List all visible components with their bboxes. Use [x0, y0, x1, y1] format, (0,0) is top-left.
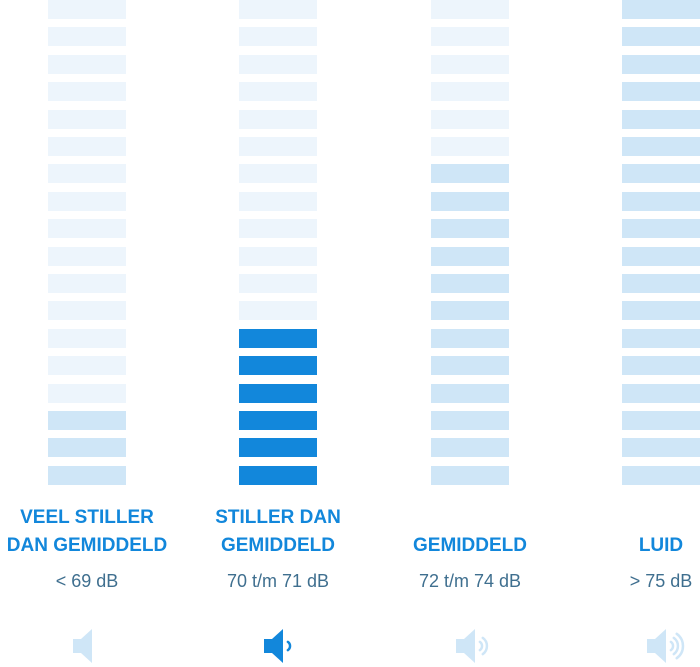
level-segment	[239, 54, 317, 74]
level-segment	[239, 274, 317, 293]
level-segment	[239, 438, 317, 458]
level-segment	[431, 246, 509, 266]
level-segment	[622, 0, 700, 19]
level-segment	[48, 137, 126, 156]
level-segment	[48, 301, 126, 321]
level-segment	[622, 246, 700, 266]
column-stiller: STILLER DAN GEMIDDELD 70 t/m 71 dB	[188, 0, 368, 665]
level-segment	[48, 0, 126, 19]
level-segment	[239, 191, 317, 211]
level-segment	[622, 54, 700, 74]
column-label: STILLER DAN GEMIDDELD	[215, 507, 341, 556]
speaker-low-icon	[264, 627, 308, 667]
level-segment	[622, 411, 700, 430]
level-segment	[431, 54, 509, 74]
level-segment	[239, 219, 317, 239]
level-segment	[239, 137, 317, 156]
level-segment	[622, 82, 700, 102]
level-segment	[48, 465, 126, 485]
column-luid: LUID > 75 dB	[571, 0, 700, 665]
level-segment	[239, 246, 317, 266]
column-label: LUID	[638, 535, 684, 556]
level-segment	[431, 274, 509, 293]
level-segment	[431, 0, 509, 19]
level-segment	[431, 438, 509, 458]
level-segment	[431, 191, 509, 211]
level-segment	[239, 164, 317, 184]
level-segment	[48, 383, 126, 403]
level-segment	[239, 328, 317, 348]
column-label: GEMIDDELD	[413, 535, 527, 556]
level-segment	[431, 82, 509, 102]
level-segment	[622, 191, 700, 211]
level-segment	[431, 383, 509, 403]
db-range: > 75 dB	[629, 571, 693, 591]
level-segment	[239, 82, 317, 102]
level-segment	[431, 356, 509, 376]
level-segment	[239, 356, 317, 376]
level-segment	[431, 109, 509, 129]
level-segment	[622, 301, 700, 321]
speaker-loud-icon	[647, 627, 691, 667]
level-segment	[622, 383, 700, 403]
column-label: VEEL STILLER DAN GEMIDDELD	[6, 507, 168, 556]
level-segment	[48, 328, 126, 348]
level-segment	[239, 0, 317, 19]
column-gemiddeld: GEMIDDELD 72 t/m 74 dB	[380, 0, 560, 665]
db-range: 70 t/m 71 dB	[226, 571, 330, 591]
level-segment	[48, 54, 126, 74]
level-segment	[239, 465, 317, 485]
db-range: < 69 dB	[55, 571, 119, 591]
level-segment	[48, 219, 126, 239]
level-segment	[431, 137, 509, 156]
level-segment	[431, 411, 509, 430]
level-segment	[622, 109, 700, 129]
level-segment	[622, 438, 700, 458]
level-segment	[431, 328, 509, 348]
level-segment	[622, 465, 700, 485]
level-segment	[48, 274, 126, 293]
level-segment	[239, 301, 317, 321]
speaker-mute-icon	[73, 627, 117, 667]
level-segment	[239, 411, 317, 430]
level-segment	[48, 191, 126, 211]
level-segment	[431, 164, 509, 184]
db-range: 72 t/m 74 dB	[418, 571, 522, 591]
level-segment	[431, 219, 509, 239]
level-segment	[239, 109, 317, 129]
level-segment	[48, 82, 126, 102]
level-segment	[622, 328, 700, 348]
level-segment	[431, 27, 509, 47]
level-segment	[48, 164, 126, 184]
level-segment	[622, 27, 700, 47]
level-segment	[239, 383, 317, 403]
level-segment	[431, 301, 509, 321]
level-segment	[48, 438, 126, 458]
level-segment	[622, 219, 700, 239]
column-veel-stiller: VEEL STILLER DAN GEMIDDELD < 69 dB	[0, 0, 177, 665]
level-segment	[48, 246, 126, 266]
level-segment	[622, 274, 700, 293]
level-segment	[622, 137, 700, 156]
speaker-medium-icon	[456, 627, 500, 667]
level-segment	[48, 109, 126, 129]
level-segment	[239, 27, 317, 47]
level-segment	[48, 411, 126, 430]
level-segment	[622, 356, 700, 376]
level-segment	[622, 164, 700, 184]
level-segment	[431, 465, 509, 485]
level-segment	[48, 356, 126, 376]
level-segment	[48, 27, 126, 47]
